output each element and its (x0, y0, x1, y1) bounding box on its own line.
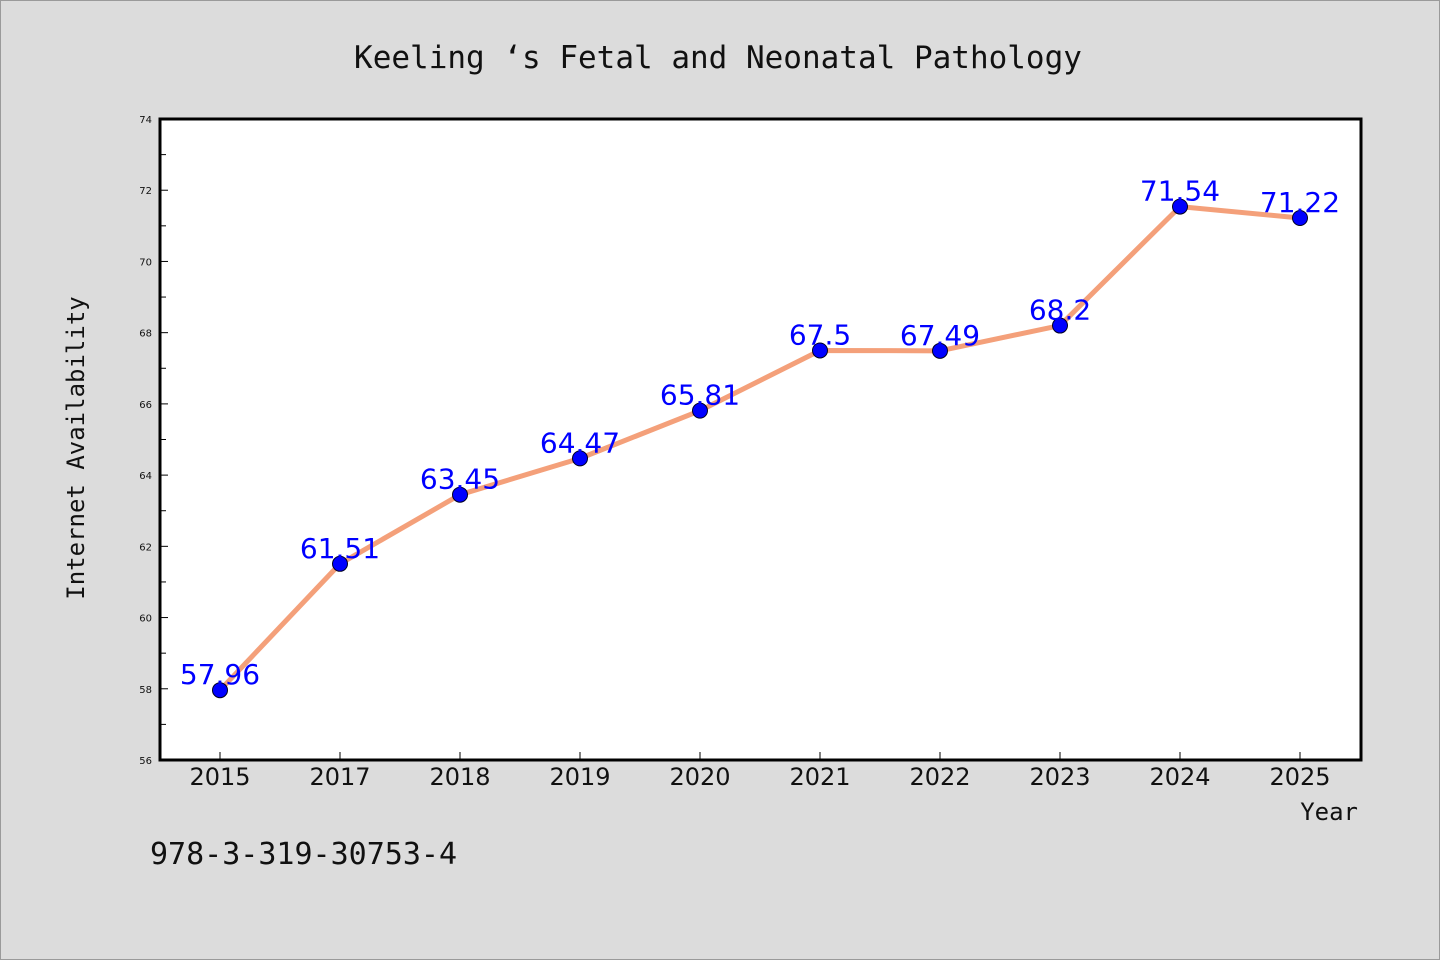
data-label: 68.2 (1029, 294, 1091, 327)
chart-title: Keeling ‘s Fetal and Neonatal Pathology (354, 40, 1082, 76)
data-point (692, 402, 708, 419)
y-axis-title: Internet Availability (62, 296, 90, 599)
series-line (217, 204, 1303, 693)
y-tick-label: 58 (139, 685, 152, 696)
y-tick-label: 68 (139, 329, 152, 340)
data-point (332, 555, 348, 572)
data-label: 67.5 (789, 318, 851, 351)
data-point (212, 682, 228, 699)
y-tick-label: 64 (139, 471, 152, 482)
data-point (1292, 209, 1308, 226)
data-label: 64.47 (540, 426, 620, 459)
data-label: 61.51 (300, 532, 380, 565)
data-point (812, 342, 828, 359)
x-axis-title: Year (1300, 798, 1358, 826)
isbn-footnote: 978-3-319-30753-4 (150, 837, 457, 872)
data-label: 65.81 (660, 379, 740, 412)
data-point (932, 342, 948, 359)
x-tick-label: 2018 (429, 763, 490, 791)
data-label: 71.22 (1260, 186, 1340, 219)
data-series: 57.96 61.51 63.45 64.47 65.81 67.5 67.49 68.2 71… (180, 175, 1340, 699)
x-tick-label: 2022 (909, 763, 970, 791)
x-tick-label: 2025 (1269, 763, 1330, 791)
data-point (452, 486, 468, 503)
data-label: 71.54 (1140, 175, 1220, 208)
y-axis: 56 58 60 62 64 66 68 70 72 74 (139, 115, 168, 767)
data-label: 57.96 (180, 658, 260, 691)
y-tick-label: 56 (139, 756, 152, 767)
plot-area (158, 117, 1363, 762)
y-tick-label: 72 (139, 186, 152, 197)
y-tick-label: 74 (139, 115, 152, 126)
y-tick-label: 60 (139, 614, 152, 625)
x-tick-label: 2021 (789, 763, 850, 791)
data-point (1052, 317, 1068, 334)
data-point (572, 450, 588, 467)
x-axis: 2015 2017 2018 2019 2020 2021 2022 2023 2024 2025 (189, 752, 1331, 791)
x-tick-label: 2024 (1149, 763, 1210, 791)
x-tick-label: 2019 (549, 763, 610, 791)
x-tick-label: 2023 (1029, 763, 1090, 791)
y-tick-label: 70 (139, 257, 152, 268)
x-tick-label: 2017 (309, 763, 370, 791)
y-tick-label: 66 (139, 400, 152, 411)
x-tick-label: 2020 (669, 763, 730, 791)
y-tick-label: 62 (139, 542, 152, 553)
data-label: 67.49 (900, 319, 980, 352)
x-tick-label: 2015 (189, 763, 250, 791)
data-label: 63.45 (420, 463, 500, 496)
data-point (1172, 198, 1188, 215)
